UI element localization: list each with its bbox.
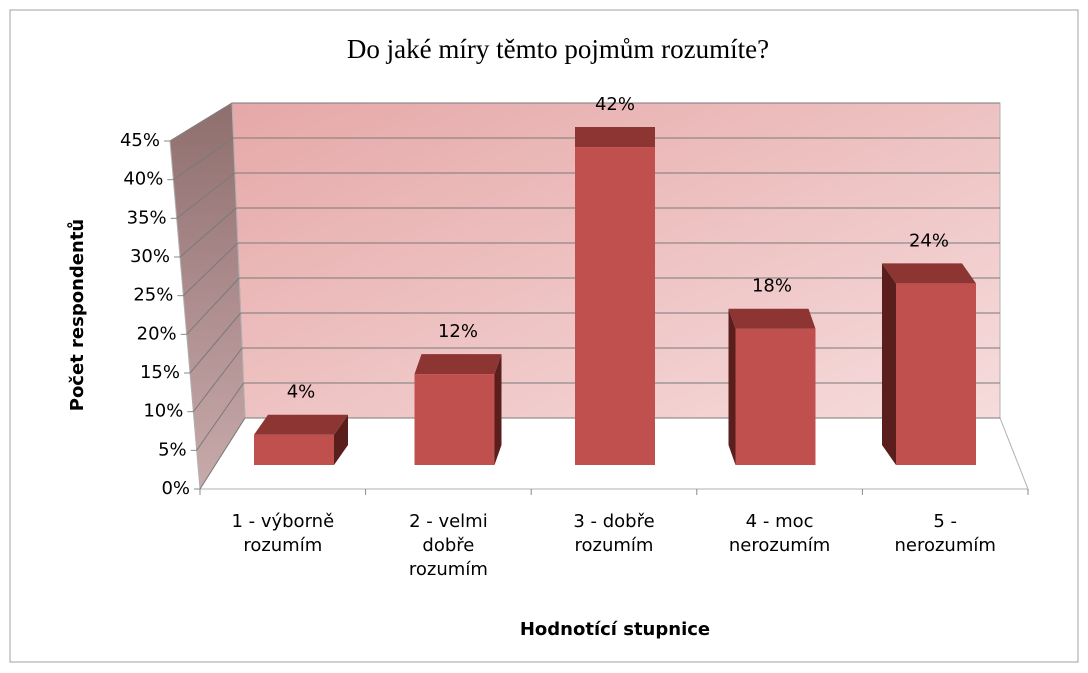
bar-top [728, 308, 816, 329]
value-label: 12% [438, 321, 478, 342]
bar-side [334, 414, 348, 465]
bar-side [882, 263, 896, 465]
bar-front [414, 374, 495, 465]
x-axis-label: Hodnotící stupnice [520, 619, 710, 640]
bar-front [575, 147, 655, 465]
bar-front [896, 283, 976, 465]
side-grid-line [189, 312, 242, 374]
value-label: 18% [752, 276, 792, 297]
side-grid-line [196, 382, 244, 451]
side-grid-line [186, 277, 240, 335]
side-grid-line [199, 417, 246, 490]
side-grid-line [179, 207, 237, 258]
value-label: 24% [909, 230, 949, 251]
y-tick-label: 35% [127, 207, 167, 228]
bar-top [575, 127, 655, 148]
value-label: 42% [595, 94, 635, 115]
bar-front [735, 328, 816, 465]
x-tick-label: 3 - dobře rozumím [573, 511, 655, 556]
side-grid-line [173, 137, 234, 181]
x-tick-label: 1 - výborně rozumím [231, 511, 335, 556]
y-tick-label: 5% [158, 439, 187, 460]
bar-front [254, 434, 334, 465]
side-grid-line [176, 172, 236, 219]
y-axis-label: Počet respondentů [66, 219, 88, 412]
y-tick-label: 15% [140, 362, 180, 383]
y-tick-label: 10% [143, 401, 183, 422]
side-grid-line [192, 347, 243, 412]
bar-top [414, 354, 502, 375]
y-tick-label: 20% [137, 323, 177, 344]
bar-top [882, 263, 976, 284]
y-tick-label: 30% [130, 246, 170, 267]
bar-side [728, 308, 736, 465]
x-tick-label: 5 - nerozumím [894, 511, 996, 556]
y-tick-label: 25% [133, 285, 173, 306]
x-tick-label: 4 - moc nerozumím [728, 511, 831, 556]
side-grid-line [182, 242, 239, 297]
y-tick-label: 0% [161, 478, 190, 499]
y-tick-label: 45% [120, 130, 160, 151]
side-grid-line [169, 102, 233, 142]
y-tick-label: 40% [123, 169, 163, 190]
bar-side [494, 354, 502, 465]
chart-title: Do jaké míry těmto pojmům rozumíte? [347, 34, 769, 64]
x-tick-label: 2 - velmi dobře rozumím [408, 511, 488, 580]
bar-top [254, 414, 348, 435]
value-label: 4% [287, 382, 316, 403]
